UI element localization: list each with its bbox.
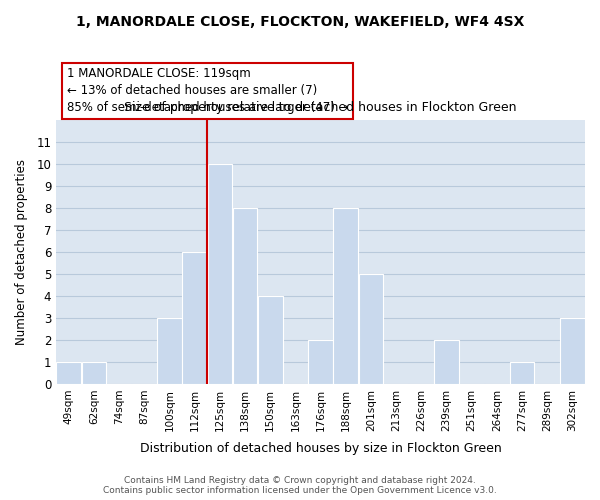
Bar — [334, 208, 358, 384]
Bar — [233, 208, 257, 384]
X-axis label: Distribution of detached houses by size in Flockton Green: Distribution of detached houses by size … — [140, 442, 502, 455]
Title: Size of property relative to detached houses in Flockton Green: Size of property relative to detached ho… — [124, 102, 517, 114]
Bar — [56, 362, 81, 384]
Bar — [434, 340, 459, 384]
Bar — [560, 318, 585, 384]
Bar — [359, 274, 383, 384]
Bar — [510, 362, 535, 384]
Text: Contains HM Land Registry data © Crown copyright and database right 2024.
Contai: Contains HM Land Registry data © Crown c… — [103, 476, 497, 495]
Bar — [308, 340, 333, 384]
Text: 1 MANORDALE CLOSE: 119sqm
← 13% of detached houses are smaller (7)
85% of semi-d: 1 MANORDALE CLOSE: 119sqm ← 13% of detac… — [67, 68, 348, 114]
Bar — [182, 252, 207, 384]
Bar — [82, 362, 106, 384]
Text: 1, MANORDALE CLOSE, FLOCKTON, WAKEFIELD, WF4 4SX: 1, MANORDALE CLOSE, FLOCKTON, WAKEFIELD,… — [76, 15, 524, 29]
Bar — [208, 164, 232, 384]
Y-axis label: Number of detached properties: Number of detached properties — [15, 159, 28, 345]
Bar — [258, 296, 283, 384]
Bar — [157, 318, 182, 384]
